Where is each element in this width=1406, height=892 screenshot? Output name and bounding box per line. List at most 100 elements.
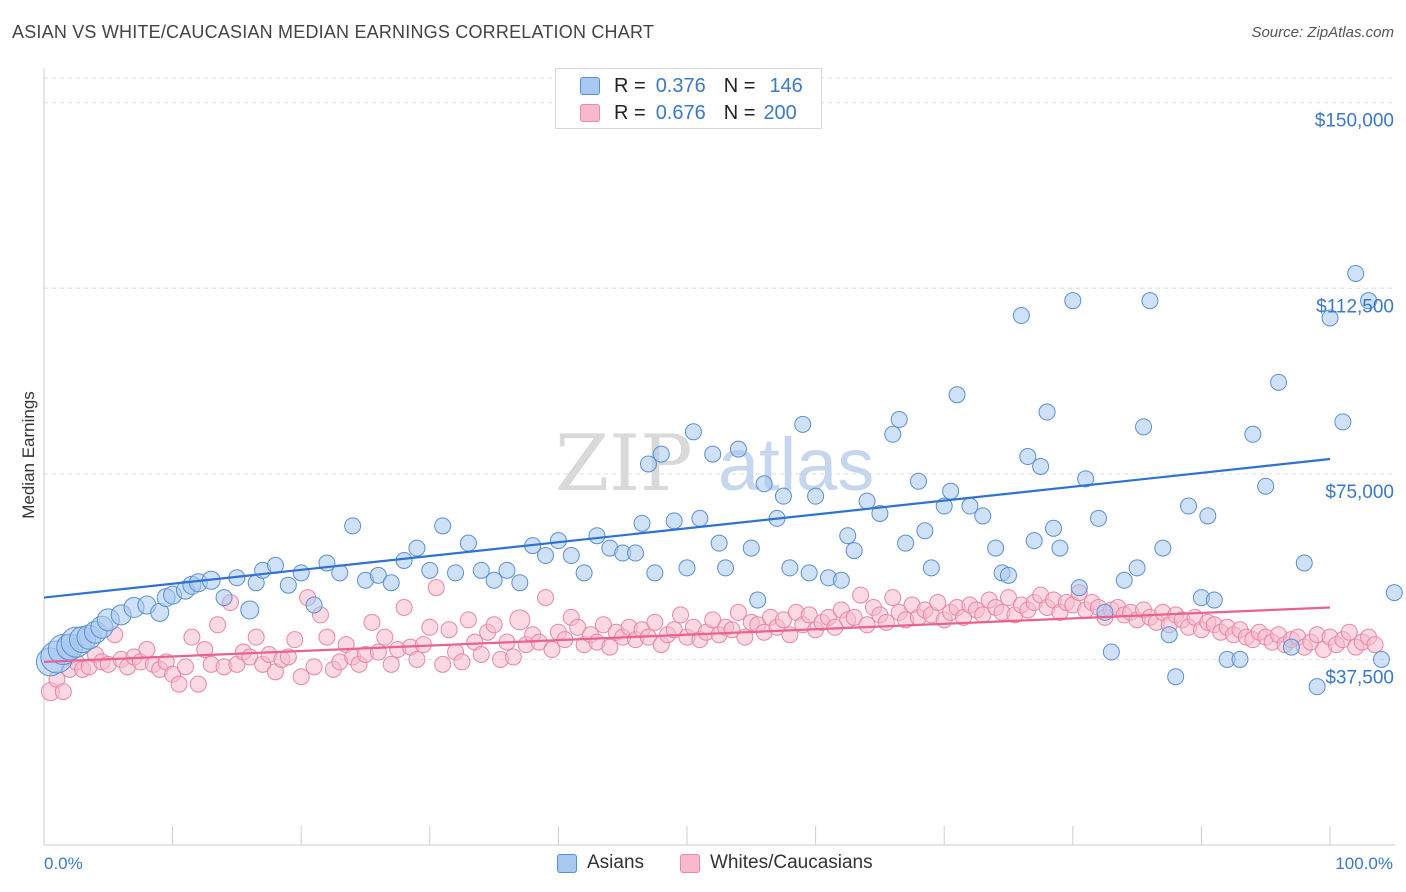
asian-point [1257, 477, 1275, 495]
asian-point [240, 600, 260, 620]
white-point [774, 611, 792, 629]
whites-swatch [580, 104, 600, 122]
white-point [858, 616, 876, 634]
axes [43, 68, 1395, 846]
asian-point [652, 445, 670, 463]
asian-point [369, 566, 387, 584]
asian-point [1270, 373, 1288, 391]
white-point [434, 655, 452, 673]
asian-point [1347, 264, 1365, 282]
white-point [472, 645, 490, 663]
asian-point [1295, 554, 1313, 572]
asian-point [633, 514, 651, 532]
legend-row-asians: R = 0.376 N = 146 [580, 75, 803, 97]
whites-swatch [680, 853, 700, 873]
y-tick-label: $112,500 [1316, 296, 1394, 317]
asian-point [909, 472, 927, 490]
asian-point [1141, 292, 1159, 310]
asian-point [1334, 413, 1352, 431]
white-trend-line [43, 606, 1331, 664]
white-point [665, 621, 683, 639]
asian-point [916, 522, 934, 540]
n-value: 146 [769, 74, 803, 97]
y-tick-label: $37,500 [1325, 667, 1394, 688]
asian-point [1025, 532, 1043, 550]
asian-point [627, 544, 645, 562]
asian-point [1205, 591, 1223, 609]
asian-point [459, 534, 477, 552]
watermark: ZIP atlas [555, 419, 874, 509]
white-point [209, 616, 227, 634]
chart-title: ASIAN VS WHITE/CAUCASIAN MEDIAN EARNINGS… [12, 22, 655, 42]
r-value: 0.376 [655, 74, 706, 97]
asian-point [884, 425, 902, 443]
legend-item-asians[interactable]: Asians [557, 852, 644, 874]
asians-swatch [580, 77, 600, 95]
asian-point [871, 504, 889, 522]
asian-point [639, 455, 657, 473]
x-tick-label-end: 100.0% [1335, 854, 1393, 873]
asian-point [588, 527, 606, 545]
white-point [537, 589, 555, 607]
r-value: 0.676 [655, 101, 706, 124]
x-tick-label-start: 0.0% [44, 854, 83, 873]
asian-point [1090, 509, 1108, 527]
white-point [929, 594, 947, 612]
white-point [1000, 589, 1017, 607]
asian-point [704, 445, 722, 463]
white-point [279, 648, 297, 666]
white-point [247, 628, 265, 646]
correlation-legend: R = 0.376 N = 146 R = 0.676 N = 200 [555, 68, 822, 129]
asian-point [749, 591, 767, 609]
asian-point [1045, 519, 1063, 537]
y-axis-label: Median Earnings [19, 391, 38, 519]
white-point [318, 628, 336, 646]
white-point [1366, 636, 1384, 654]
white-point [408, 650, 426, 668]
white-point [54, 683, 72, 701]
white-point [594, 616, 612, 634]
series-legend: Asians Whites/Caucasians [0, 852, 1406, 876]
asian-point [890, 410, 908, 428]
asian-point [1070, 579, 1088, 597]
asian-point [922, 559, 940, 577]
white-point [189, 675, 207, 693]
asian-point [1064, 292, 1082, 310]
asian-point [774, 487, 792, 505]
white-point [369, 643, 387, 661]
legend-label-asians: Asians [587, 852, 645, 873]
white-point [138, 641, 156, 659]
legend-label-whites: Whites/Caucasians [710, 852, 873, 873]
asian-point [897, 534, 915, 552]
white-point [183, 628, 201, 646]
white-point [543, 641, 561, 659]
asians-swatch [557, 853, 577, 873]
asian-point [781, 559, 799, 577]
asian-point [305, 596, 323, 614]
white-point [305, 658, 323, 676]
asian-point [1135, 418, 1153, 436]
asian-point [215, 589, 233, 607]
asian-point [832, 571, 850, 589]
asian-point [948, 386, 966, 404]
asian-point [717, 559, 735, 577]
tick-labels: $37,500 $75,000 $112,500 $150,000 0.0% 100.0% [44, 111, 1394, 873]
asian-point [942, 482, 960, 500]
asian-trend-line [43, 457, 1331, 599]
n-value: 200 [763, 101, 797, 124]
asian-point [987, 539, 1005, 557]
white-point [646, 613, 664, 631]
asian-point [1128, 559, 1146, 577]
asian-point [1199, 507, 1217, 525]
asian-point [800, 564, 818, 582]
asian-point [678, 559, 696, 577]
legend-item-whites[interactable]: Whites/Caucasians [680, 852, 873, 874]
asian-point [562, 547, 580, 565]
asian-point [537, 547, 555, 565]
series-whites-points [40, 579, 1384, 702]
asian-point [1051, 539, 1069, 557]
watermark-zip-text: ZIP [555, 419, 693, 509]
asian-point [1102, 643, 1120, 661]
asian-point [742, 539, 760, 557]
